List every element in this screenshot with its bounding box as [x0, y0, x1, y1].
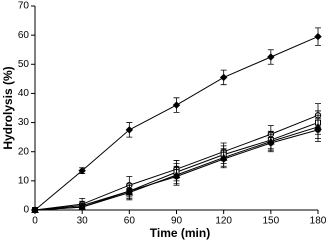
y-tick-label: 50 [18, 59, 30, 70]
marker [267, 139, 274, 146]
x-tick-label: 120 [215, 216, 232, 227]
marker [220, 156, 227, 162]
x-tick-label: 150 [262, 216, 279, 227]
marker [125, 126, 134, 134]
y-tick-label: 70 [18, 1, 30, 12]
x-axis-title: Time (min) [150, 226, 210, 240]
y-axis-title: Hydrolysis (%) [1, 66, 15, 149]
marker [172, 101, 181, 109]
y-tick-label: 10 [18, 175, 30, 186]
x-tick-label: 60 [124, 216, 136, 227]
y-tick-label: 0 [23, 205, 29, 216]
marker [32, 207, 38, 213]
marker [219, 73, 228, 82]
marker [126, 188, 133, 195]
x-tick-label: 180 [310, 216, 327, 227]
y-tick-label: 40 [18, 88, 30, 99]
x-tick-label: 30 [77, 216, 89, 227]
marker [267, 53, 275, 61]
marker [78, 166, 86, 175]
marker [173, 173, 180, 180]
marker [314, 32, 322, 41]
x-tick-label: 90 [171, 216, 183, 227]
x-tick-label: 0 [32, 216, 38, 227]
y-tick-label: 30 [18, 117, 30, 128]
y-tick-label: 20 [18, 146, 30, 157]
marker [315, 126, 321, 133]
marker [79, 204, 86, 211]
y-tick-label: 60 [18, 30, 30, 41]
